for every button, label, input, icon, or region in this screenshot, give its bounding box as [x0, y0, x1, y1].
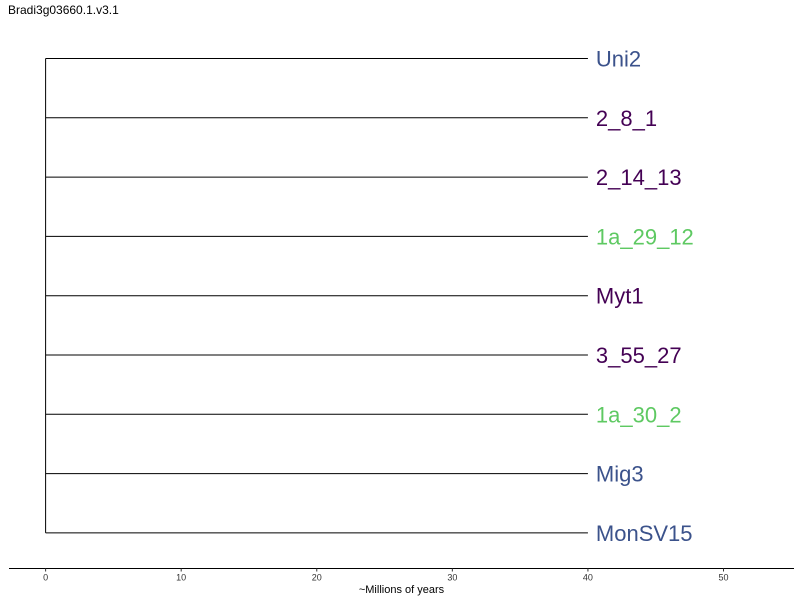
- axis-ticks: 0 10 20 30 40 50: [43, 568, 729, 583]
- tip-label-3_55_27: 3_55_27: [596, 343, 682, 368]
- tip-label-1a_29_12: 1a_29_12: [596, 224, 694, 249]
- axis-tick-label: 0: [43, 573, 48, 583]
- tree-title: Bradi3g03660.1.v3.1: [8, 3, 119, 17]
- tip-label-Uni2: Uni2: [596, 47, 641, 72]
- time-axis: 0 10 20 30 40 50 ~Millions of years: [9, 568, 794, 596]
- tip-label-MonSV15: MonSV15: [596, 521, 693, 546]
- axis-tick-label: 20: [312, 573, 322, 583]
- tip-labels: Uni2 2_8_1 2_14_13 1a_29_12 Myt1 3_55_27 1a_30…: [596, 47, 694, 546]
- tip-label-Mig3: Mig3: [596, 462, 644, 487]
- axis-title: ~Millions of years: [359, 584, 445, 596]
- axis-tick-label: 50: [718, 573, 728, 583]
- axis-tick-label: 10: [176, 573, 186, 583]
- tip-label-1a_30_2: 1a_30_2: [596, 402, 682, 427]
- tree-branches: [45, 58, 588, 534]
- axis-tick-label: 40: [583, 573, 593, 583]
- tip-label-2_14_13: 2_14_13: [596, 165, 682, 190]
- tip-label-2_8_1: 2_8_1: [596, 106, 657, 131]
- axis-tick-label: 30: [447, 573, 457, 583]
- tip-label-Myt1: Myt1: [596, 284, 644, 309]
